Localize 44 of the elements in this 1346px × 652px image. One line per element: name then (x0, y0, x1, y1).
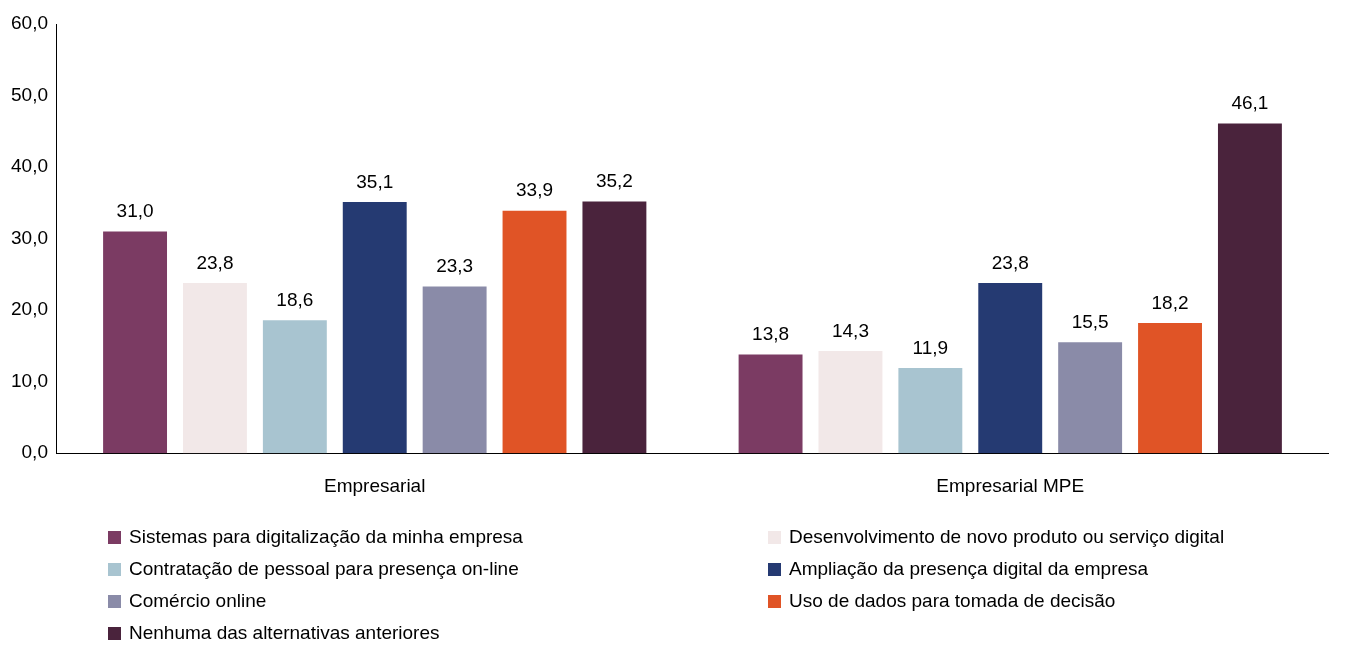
data-label: 33,9 (516, 179, 554, 201)
legend-label: Contratação de pessoal para presença on-line (129, 558, 519, 580)
data-label: 15,5 (1071, 311, 1109, 333)
y-tick-label: 0,0 (21, 441, 48, 463)
bar (818, 350, 883, 454)
legend-label: Uso de dados para tomada de decisão (789, 590, 1116, 612)
y-tick-label: 60,0 (11, 12, 48, 34)
data-label: 23,3 (436, 255, 474, 277)
y-tick-label: 50,0 (11, 83, 48, 105)
data-label: 31,0 (116, 200, 154, 222)
data-label: 23,8 (196, 251, 234, 273)
bar (182, 282, 247, 454)
bar (582, 201, 647, 454)
bar (898, 368, 963, 454)
bar (103, 231, 168, 454)
data-label: 13,8 (752, 323, 790, 345)
legend-label: Nenhuma das alternativas anteriores (129, 622, 440, 644)
legend-label: Sistemas para digitalização da minha empresa (129, 526, 523, 548)
bar (738, 354, 803, 454)
data-label: 46,1 (1231, 92, 1269, 114)
data-label: 18,6 (276, 288, 314, 310)
y-tick-label: 10,0 (11, 369, 48, 391)
data-label: 14,3 (831, 319, 869, 341)
data-label: 35,2 (595, 170, 633, 192)
bar (1058, 342, 1123, 454)
y-tick-label: 40,0 (11, 155, 48, 177)
bar (422, 286, 487, 454)
x-tick-label: Empresarial (324, 474, 426, 496)
legend-label: Desenvolvimento de novo produto ou serviço digital (789, 526, 1225, 548)
data-label: 11,9 (912, 336, 949, 358)
legend-label: Comércio online (129, 590, 267, 612)
y-tick-label: 20,0 (11, 298, 48, 320)
bar (502, 210, 567, 454)
bar (342, 202, 407, 454)
bar (262, 320, 327, 454)
legend-label: Ampliação da presença digital da empresa (789, 558, 1149, 580)
bar (978, 282, 1043, 454)
y-tick-label: 30,0 (11, 226, 48, 248)
bar (1217, 123, 1282, 454)
x-tick-label: Empresarial MPE (936, 474, 1085, 496)
data-label: 23,8 (991, 251, 1029, 273)
bar (1138, 323, 1202, 454)
data-label: 18,2 (1151, 291, 1189, 313)
data-label: 35,1 (356, 170, 394, 192)
